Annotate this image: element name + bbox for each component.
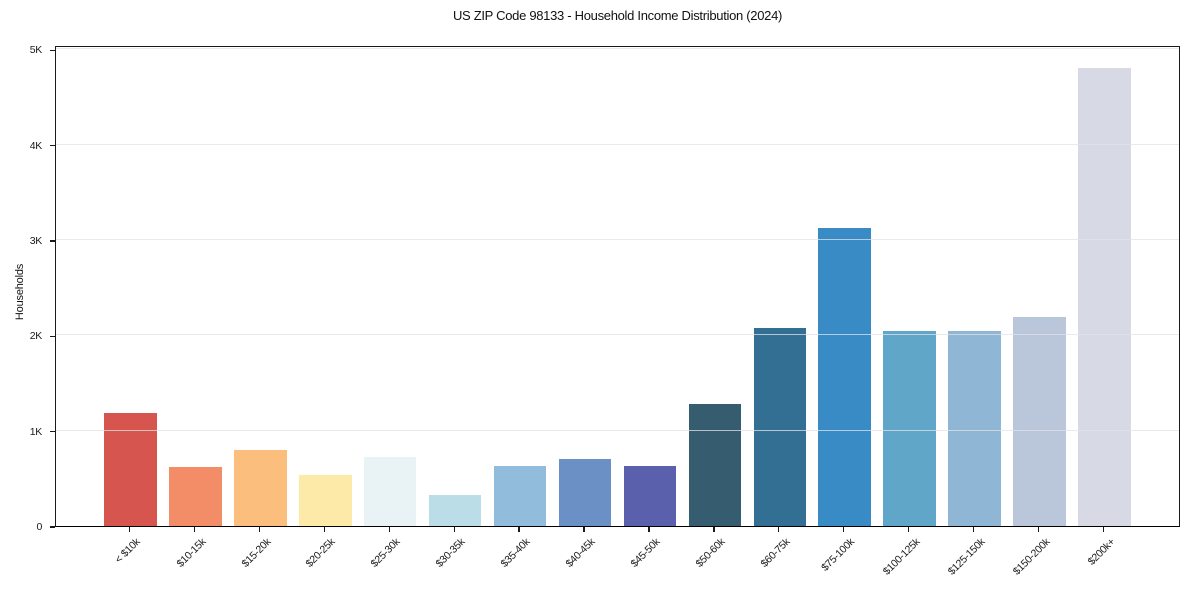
- y-tick-label-2K: 2K: [29, 330, 43, 343]
- x-tick-mark-$10-15k: [193, 527, 196, 532]
- x-tick-mark-$50-60k: [713, 527, 715, 532]
- bar-$35-40k: [493, 465, 547, 526]
- x-tick-label-$10-15k: $10-15k: [174, 536, 208, 570]
- y-tick-mark-3K: [50, 240, 55, 242]
- x-tick-mark-$30-35k: [453, 527, 455, 532]
- x-tick-mark-$75-100k: [843, 527, 845, 532]
- x-tick-label-$45-50k: $45-50k: [628, 536, 663, 570]
- bar-$45-50k: [623, 465, 677, 526]
- x-tick-label-$30-35k: $30-35k: [433, 536, 468, 570]
- y-tick-label-1K: 1K: [29, 425, 43, 438]
- bar-$50-60k: [688, 404, 742, 526]
- y-tick-label-0: 0: [36, 521, 42, 533]
- bar-$20-25k: [299, 475, 352, 526]
- x-tick-mark-$150-200k: [1037, 527, 1040, 532]
- chart-title: US ZIP Code 98133 - Household Income Dis…: [452, 8, 783, 23]
- plot-area: [55, 46, 1180, 527]
- x-tick-label-$75-100k: $75-100k: [819, 536, 858, 574]
- bar-$40-45k: [558, 459, 612, 526]
- x-tick-label-$125-150k: $125-150k: [945, 536, 988, 578]
- x-tick-mark-$45-50k: [648, 527, 650, 532]
- x-tick-label-$150-200k: $150-200k: [1010, 536, 1053, 578]
- x-tick-mark-$15-20k: [258, 527, 260, 532]
- x-tick-mark-$200k+: [1102, 527, 1105, 532]
- x-tick-label-$200k+: $200k+: [1085, 536, 1117, 568]
- bar-$25-30k: [363, 456, 417, 526]
- bar-$100-125k: [883, 331, 936, 526]
- x-tick-label-< $10k: < $10k: [113, 536, 143, 566]
- x-tick-label-$100-125k: $100-125k: [880, 536, 923, 578]
- x-tick-mark-$40-45k: [583, 527, 585, 532]
- x-tick-label-$60-75k: $60-75k: [758, 536, 793, 570]
- bar-$125-150k: [948, 331, 1001, 526]
- y-tick-label-3K: 3K: [29, 234, 43, 247]
- bar-$75-100k: [818, 227, 871, 526]
- x-tick-mark-$100-125k: [908, 527, 910, 532]
- x-tick-label-$35-40k: $35-40k: [498, 536, 533, 570]
- bar-$15-20k: [234, 450, 287, 526]
- y-tick-label-5K: 5K: [29, 44, 43, 57]
- x-tick-mark-$20-25k: [323, 527, 325, 532]
- bar-$10-15k: [169, 467, 222, 526]
- x-tick-label-$50-60k: $50-60k: [693, 536, 728, 570]
- bars-layer: [56, 47, 1179, 526]
- x-tick-mark-$25-30k: [388, 527, 390, 532]
- y-tick-mark-4K: [50, 144, 55, 147]
- y-tick-mark-2K: [50, 335, 55, 337]
- x-tick-mark-$35-40k: [518, 527, 520, 532]
- y-tick-mark-5K: [50, 49, 55, 51]
- x-tick-mark-$60-75k: [778, 527, 780, 532]
- x-tick-mark-< $10k: [128, 527, 131, 532]
- x-tick-label-$40-45k: $40-45k: [563, 536, 598, 570]
- x-tick-label-$25-30k: $25-30k: [368, 536, 403, 570]
- bar-$150-200k: [1013, 316, 1066, 526]
- x-tick-label-$20-25k: $20-25k: [303, 536, 338, 570]
- y-tick-mark-1K: [50, 431, 55, 433]
- y-tick-label-4K: 4K: [29, 139, 43, 152]
- y-tick-mark-0: [50, 526, 55, 528]
- bar-< $10k: [104, 412, 157, 526]
- bar-$200k+: [1078, 68, 1131, 526]
- x-tick-label-$15-20k: $15-20k: [239, 536, 273, 570]
- bar-$30-35k: [428, 495, 482, 526]
- bar-$60-75k: [753, 328, 807, 526]
- y-axis-label: Households: [14, 263, 26, 321]
- x-tick-mark-$125-150k: [972, 527, 975, 532]
